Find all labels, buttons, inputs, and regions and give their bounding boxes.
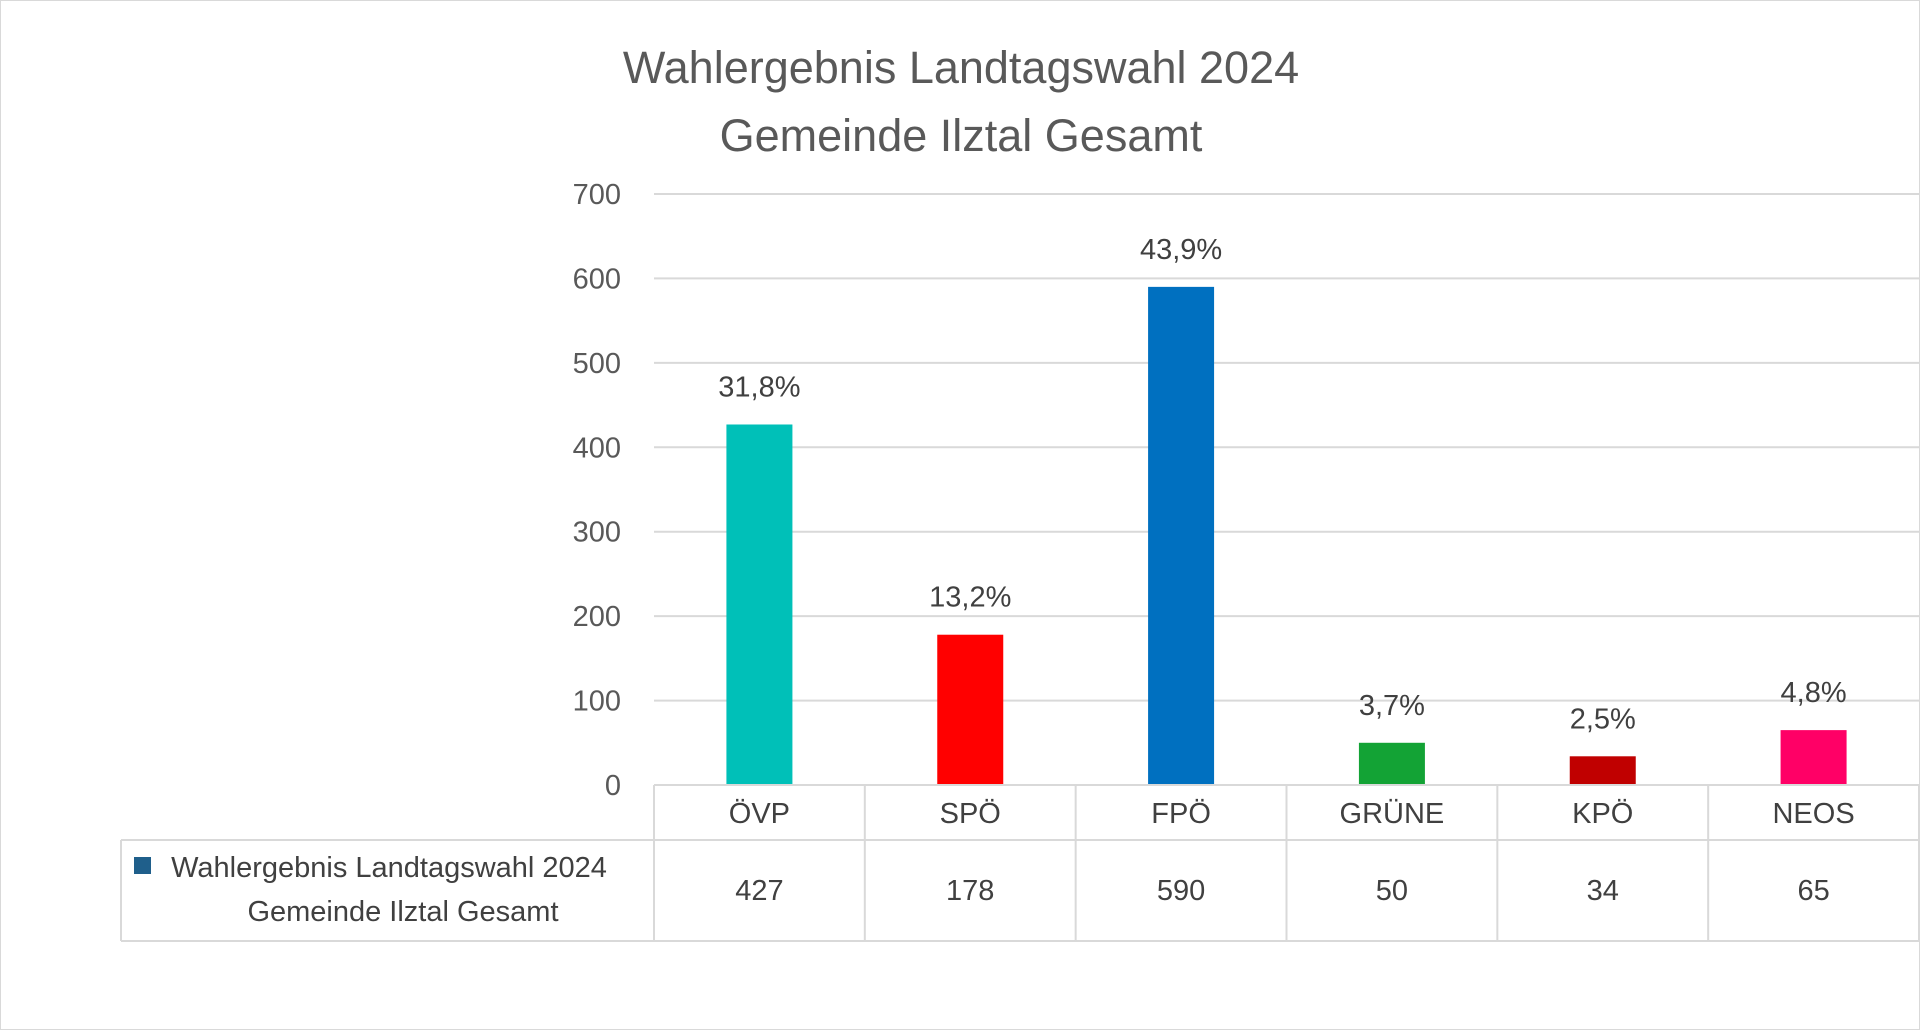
chart-title-line-1: Wahlergebnis Landtagswahl 2024 — [623, 42, 1299, 93]
y-tick-label: 300 — [573, 517, 621, 549]
bar-2 — [1148, 286, 1215, 785]
table-cell-value: 65 — [1797, 875, 1829, 907]
y-tick-label: 200 — [573, 601, 621, 633]
category-label: SPÖ — [940, 798, 1001, 830]
bars — [726, 286, 1847, 785]
table-cell-value: 427 — [735, 875, 783, 907]
bar-5 — [1780, 730, 1847, 785]
y-tick-label: 400 — [573, 432, 621, 464]
category-label: NEOS — [1772, 798, 1854, 830]
data-label: 13,2% — [929, 582, 1011, 614]
table-cell-value: 590 — [1157, 875, 1205, 907]
data-label: 43,9% — [1140, 234, 1222, 266]
y-tick-label: 0 — [605, 770, 621, 802]
data-label: 4,8% — [1781, 677, 1847, 709]
chart-title-line-2: Gemeinde Ilztal Gesamt — [720, 110, 1203, 161]
y-axis: 0 100 200 300 400 500 600 700 — [573, 179, 621, 802]
table-cell-value: 50 — [1376, 875, 1408, 907]
category-label: KPÖ — [1572, 798, 1633, 830]
y-tick-label: 500 — [573, 348, 621, 380]
y-tick-label: 100 — [573, 686, 621, 718]
data-labels: 31,8% 13,2% 43,9% 3,7% 2,5% 4,8% — [718, 234, 1846, 735]
y-tick-label: 700 — [573, 179, 621, 211]
legend-label-line-2: Gemeinde Ilztal Gesamt — [247, 896, 558, 928]
bar-1 — [937, 634, 1004, 785]
bar-3 — [1358, 742, 1425, 785]
data-label: 2,5% — [1570, 703, 1636, 735]
table-cell-value: 178 — [946, 875, 994, 907]
category-label: GRÜNE — [1340, 798, 1445, 830]
table-cell-value: 34 — [1587, 875, 1619, 907]
bar-4 — [1569, 756, 1636, 785]
legend-label-line-1: Wahlergebnis Landtagswahl 2024 — [171, 852, 607, 884]
bar-0 — [726, 424, 793, 785]
category-label: FPÖ — [1151, 798, 1211, 830]
data-table: ÖVP 427 SPÖ 178 FPÖ 590 GRÜNE 50 KPÖ 34 NEOS 65 Wahl… — [120, 784, 1920, 942]
data-label: 3,7% — [1359, 690, 1425, 722]
category-label: ÖVP — [729, 798, 790, 830]
gridlines — [654, 193, 1919, 702]
y-tick-label: 600 — [573, 263, 621, 295]
data-label: 31,8% — [718, 371, 800, 403]
legend-swatch — [134, 857, 151, 874]
